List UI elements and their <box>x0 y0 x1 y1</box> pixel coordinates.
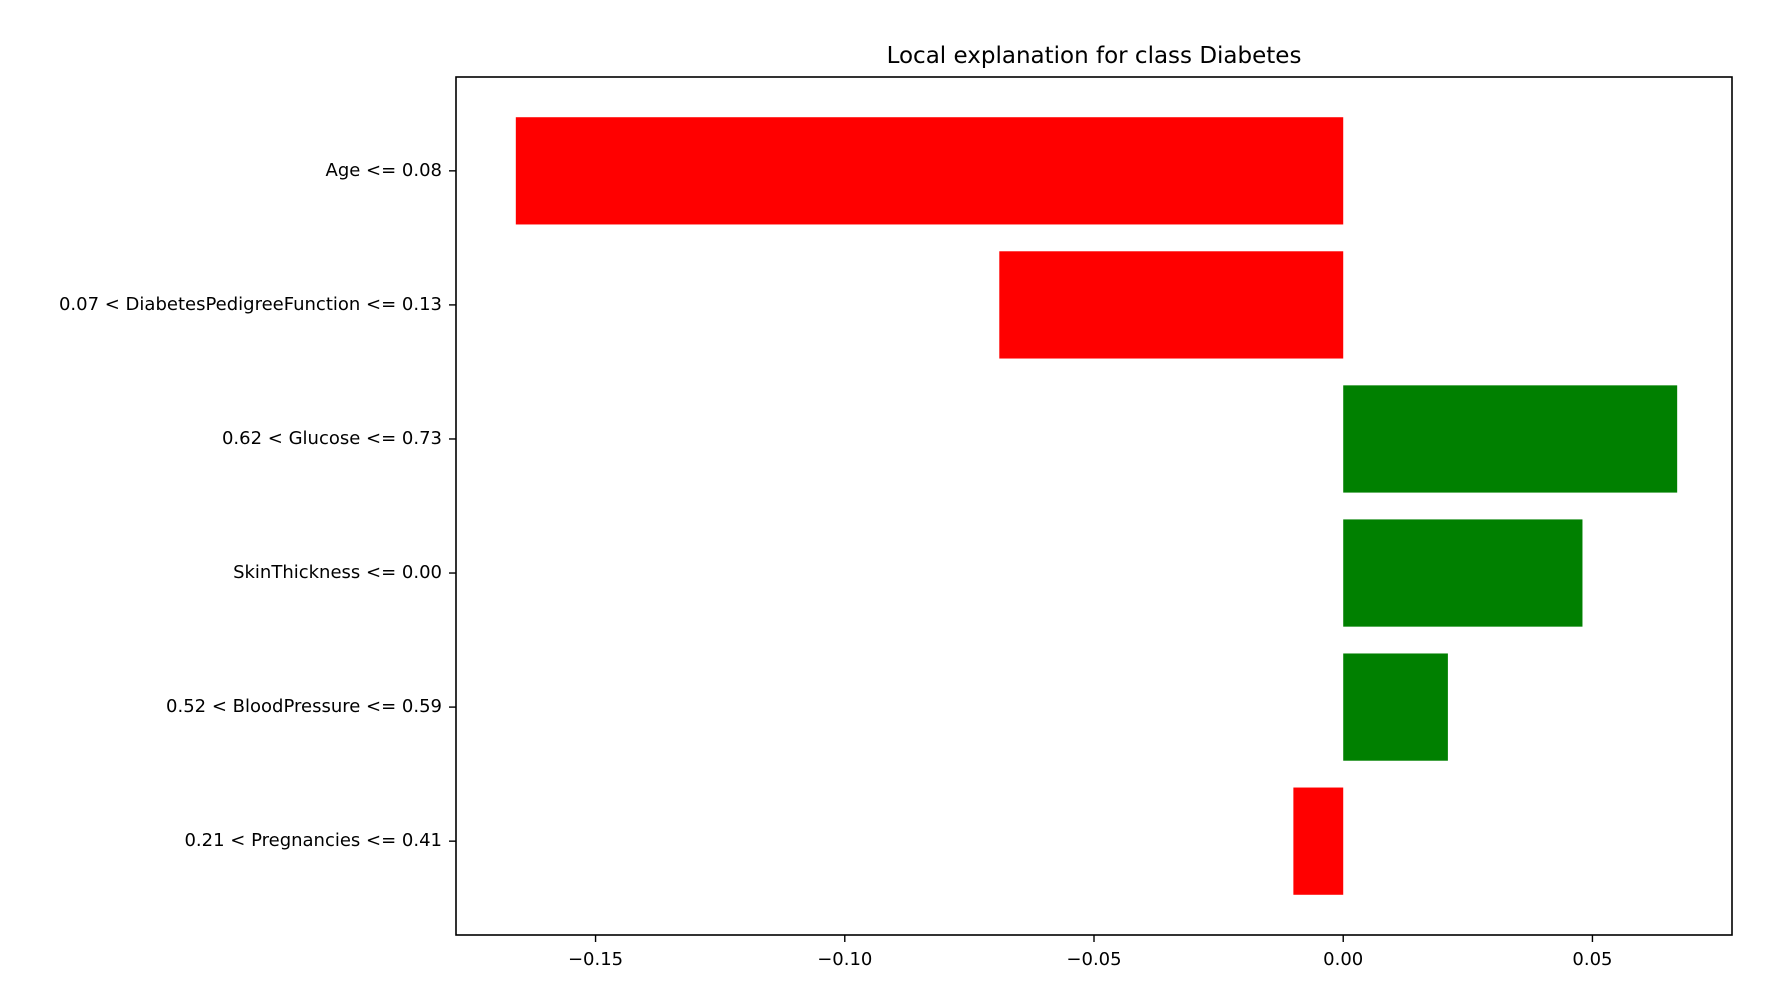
category-label: Age <= 0.08 <box>326 160 443 181</box>
bars <box>515 117 1678 895</box>
category-label: SkinThickness <= 0.00 <box>233 562 442 583</box>
category-labels: Age <= 0.08 0.07 < DiabetesPedigreeFuncti… <box>59 160 456 851</box>
bar-4 <box>1343 519 1583 627</box>
category-label: 0.52 < BloodPressure <= 0.59 <box>166 696 442 717</box>
bar-2 <box>999 251 1344 359</box>
category-label: 0.62 < Glucose <= 0.73 <box>222 428 442 449</box>
x-axis: −0.15 −0.10 −0.05 0.00 0.05 <box>568 935 1612 970</box>
x-tick-label: 0.05 <box>1572 949 1612 970</box>
category-label: 0.07 < DiabetesPedigreeFunction <= 0.13 <box>59 294 442 315</box>
bar-3 <box>1343 385 1678 493</box>
x-tick-label: −0.15 <box>568 949 623 970</box>
plot-frame <box>455 76 1733 936</box>
x-tick-label: 0.00 <box>1323 949 1363 970</box>
chart-title: Local explanation for class Diabetes <box>887 43 1302 69</box>
category-label: 0.21 < Pregnancies <= 0.41 <box>184 830 442 851</box>
bar-5 <box>1343 653 1448 761</box>
x-tick-label: −0.10 <box>817 949 872 970</box>
bar-1 <box>515 117 1344 225</box>
x-tick-label: −0.05 <box>1066 949 1121 970</box>
bar-6 <box>1293 787 1344 895</box>
